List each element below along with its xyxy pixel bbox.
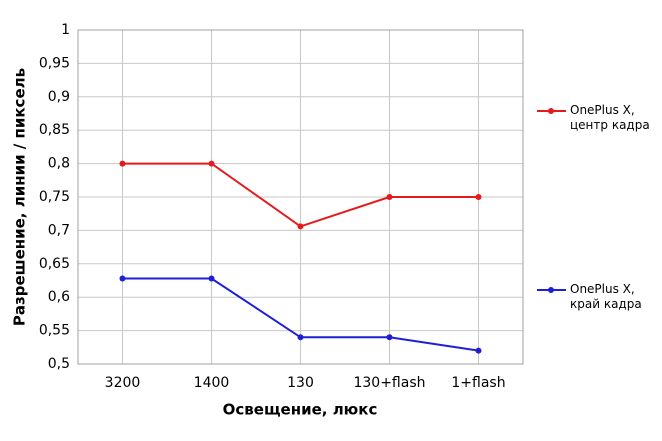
y-tick-label: 0,9 [48,89,70,105]
x-tick-label: 130+flash [353,375,425,391]
y-tick-label: 0,55 [39,323,70,339]
y-tick-label: 0,95 [39,55,70,71]
x-tick-label: 3200 [105,375,141,391]
y-tick-label: 0,6 [48,289,70,305]
point [475,347,482,354]
x-axis-title: Освещение, люкс [223,401,378,419]
point [475,194,482,200]
y-tick-label: 0,8 [48,156,70,172]
legend-label: OnePlus X, край кадра [570,282,642,311]
point [386,334,393,341]
y-tick-label: 0,75 [39,189,70,205]
y-tick-label: 0,85 [39,122,70,138]
x-tick-label: 1400 [194,375,230,391]
y-tick-label: 1 [61,22,70,38]
x-tick-label: 1+flash [451,375,505,391]
point [119,160,126,167]
point [208,275,215,282]
legend-marker [548,287,554,293]
y-axis-title: Разрешение, линии / пиксель [11,68,29,326]
point [386,194,393,200]
point [297,334,304,341]
y-tick-label: 0,5 [48,356,70,372]
legend-marker [548,108,554,114]
plot-border [77,29,524,365]
x-tick-label: 130 [287,375,314,391]
y-tick-label: 0,7 [48,222,70,238]
legend-label: OnePlus X, центр кадра [570,103,650,132]
y-tick-label: 0,65 [39,256,70,272]
point [119,275,126,282]
point [208,160,215,167]
point [297,223,304,230]
